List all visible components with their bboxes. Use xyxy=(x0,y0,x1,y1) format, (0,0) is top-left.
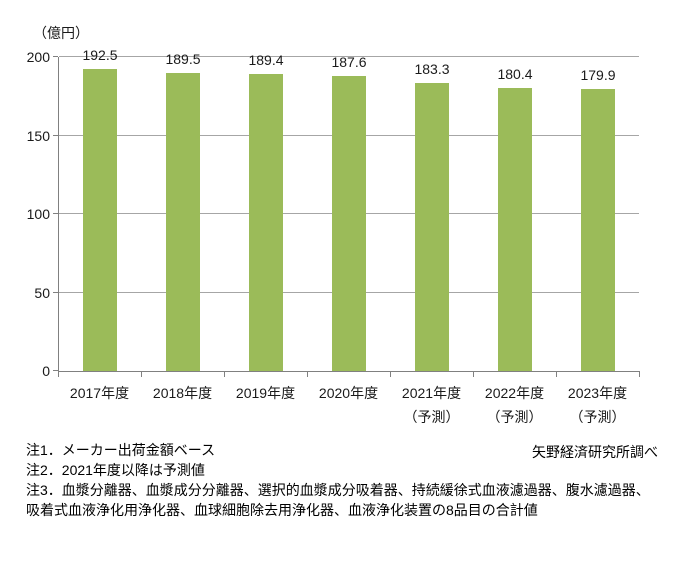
x-axis-label: 2017年度 xyxy=(69,385,130,401)
x-axis-label: 2023年度 xyxy=(567,385,628,401)
y-axis-tick-label: 50 xyxy=(34,284,50,301)
bar-2023年度 xyxy=(581,89,615,371)
bar-2018年度 xyxy=(166,73,200,371)
notes-block: 注1．メーカー出荷金額ベース 注2．2021年度以降は予測値 注3．血漿分離器、… xyxy=(26,440,650,520)
x-axis-sublabel: （予測） xyxy=(569,409,626,425)
source-credit: 矢野経済研究所調べ xyxy=(532,444,658,460)
gridline-200 xyxy=(59,56,639,57)
y-tick-mark xyxy=(53,134,58,136)
x-tick-mark xyxy=(639,372,640,377)
bar-value-label: 192.5 xyxy=(82,47,118,63)
bar-2022年度 xyxy=(498,88,532,371)
x-tick-mark xyxy=(473,372,474,377)
x-axis-label: 2021年度 xyxy=(401,385,462,401)
note-line-2: 注2．2021年度以降は予測値 xyxy=(26,462,205,478)
x-tick-mark xyxy=(58,372,59,377)
bar-value-label: 183.3 xyxy=(414,61,450,77)
note-line-4: 吸着式血液浄化用浄化器、血球細胞除去用浄化器、血液浄化装置の8品目の合計値 xyxy=(26,502,538,518)
bar-2020年度 xyxy=(332,76,366,371)
y-tick-mark xyxy=(53,370,58,371)
bar-value-label: 187.6 xyxy=(331,54,367,70)
bar-value-label: 180.4 xyxy=(497,66,533,82)
x-axis-label: 2019年度 xyxy=(235,385,296,401)
y-axis-unit-label: （億円） xyxy=(33,25,89,41)
x-tick-mark xyxy=(224,372,225,377)
x-axis-label: 2018年度 xyxy=(152,385,213,401)
bar-2021年度 xyxy=(415,83,449,371)
y-tick-mark xyxy=(53,291,58,293)
x-tick-mark xyxy=(141,372,142,377)
note-line-1: 注1．メーカー出荷金額ベース xyxy=(26,442,216,458)
y-tick-mark xyxy=(53,56,58,57)
x-tick-mark xyxy=(307,372,308,377)
x-axis-sublabel: （予測） xyxy=(486,409,543,425)
note-line-3: 注3．血漿分離器、血漿成分分離器、選択的血漿成分吸着器、持続緩徐式血液濾過器、腹… xyxy=(26,482,650,498)
y-axis-tick-label: 100 xyxy=(26,206,50,222)
x-axis-line xyxy=(58,371,640,372)
y-axis-tick-label: 150 xyxy=(26,127,50,144)
x-axis-label: 2022年度 xyxy=(484,385,545,401)
x-tick-mark xyxy=(390,372,391,377)
bar-value-label: 189.4 xyxy=(248,52,284,68)
y-axis-tick-label: 0 xyxy=(42,363,50,379)
bar-value-label: 179.9 xyxy=(580,67,616,83)
x-axis-sublabel: （予測） xyxy=(403,409,460,425)
bar-value-label: 189.5 xyxy=(165,51,201,67)
x-tick-mark xyxy=(556,372,557,377)
y-axis-tick-label: 200 xyxy=(26,49,50,65)
x-axis-label: 2020年度 xyxy=(318,385,379,401)
y-tick-mark xyxy=(53,213,58,214)
bar-2017年度 xyxy=(83,69,117,371)
y-axis-line xyxy=(58,57,59,372)
bar-2019年度 xyxy=(249,74,283,371)
